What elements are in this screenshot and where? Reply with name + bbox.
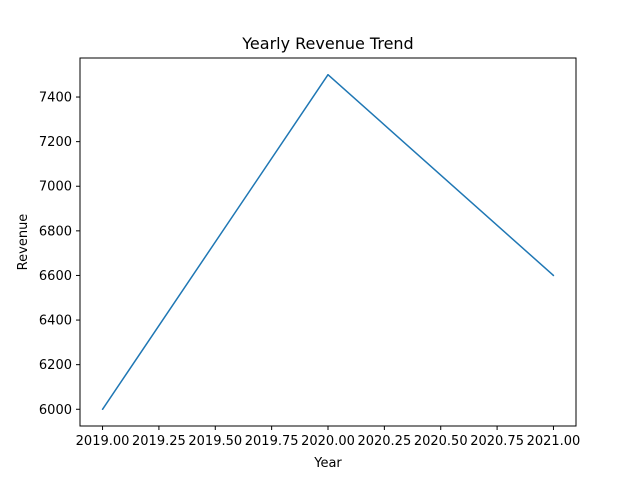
- data-point: [101, 408, 104, 411]
- y-axis: 6000 6200 6400 6600 6800 7000 7200 7400: [39, 91, 80, 418]
- x-axis: 2019.00 2019.25 2019.50 2019.75 2020.00 2020.…: [76, 426, 581, 449]
- x-axis-title: Year: [313, 456, 342, 471]
- y-tick-label: 7400: [39, 91, 72, 106]
- data-point: [552, 274, 555, 277]
- data-point: [327, 73, 329, 76]
- series-line-0: [101, 73, 554, 410]
- y-tick-label: 6200: [39, 358, 72, 373]
- x-tick-label: 2019.00: [76, 434, 130, 449]
- plot-area: [101, 73, 555, 411]
- plot-frame: [79, 57, 577, 427]
- y-axis-title: Revenue: [16, 214, 31, 271]
- x-tick-label: 2020.25: [357, 434, 411, 449]
- x-tick-label: 2019.50: [188, 434, 242, 449]
- y-tick-label: 6600: [39, 269, 72, 284]
- chart-title: Yearly Revenue Trend: [241, 34, 413, 53]
- y-tick-label: 6800: [39, 224, 72, 239]
- x-tick-label: 2020.00: [301, 434, 355, 449]
- x-tick-label: 2021.00: [527, 434, 581, 449]
- x-tick-label: 2019.75: [245, 434, 299, 449]
- x-tick-label: 2019.25: [132, 434, 186, 449]
- y-tick-label: 7000: [39, 180, 72, 195]
- x-tick-label: 2020.75: [470, 434, 524, 449]
- x-tick-label: 2020.50: [414, 434, 468, 449]
- y-tick-label: 7200: [39, 135, 72, 150]
- y-tick-label: 6400: [39, 314, 72, 329]
- y-tick-label: 6000: [39, 403, 72, 418]
